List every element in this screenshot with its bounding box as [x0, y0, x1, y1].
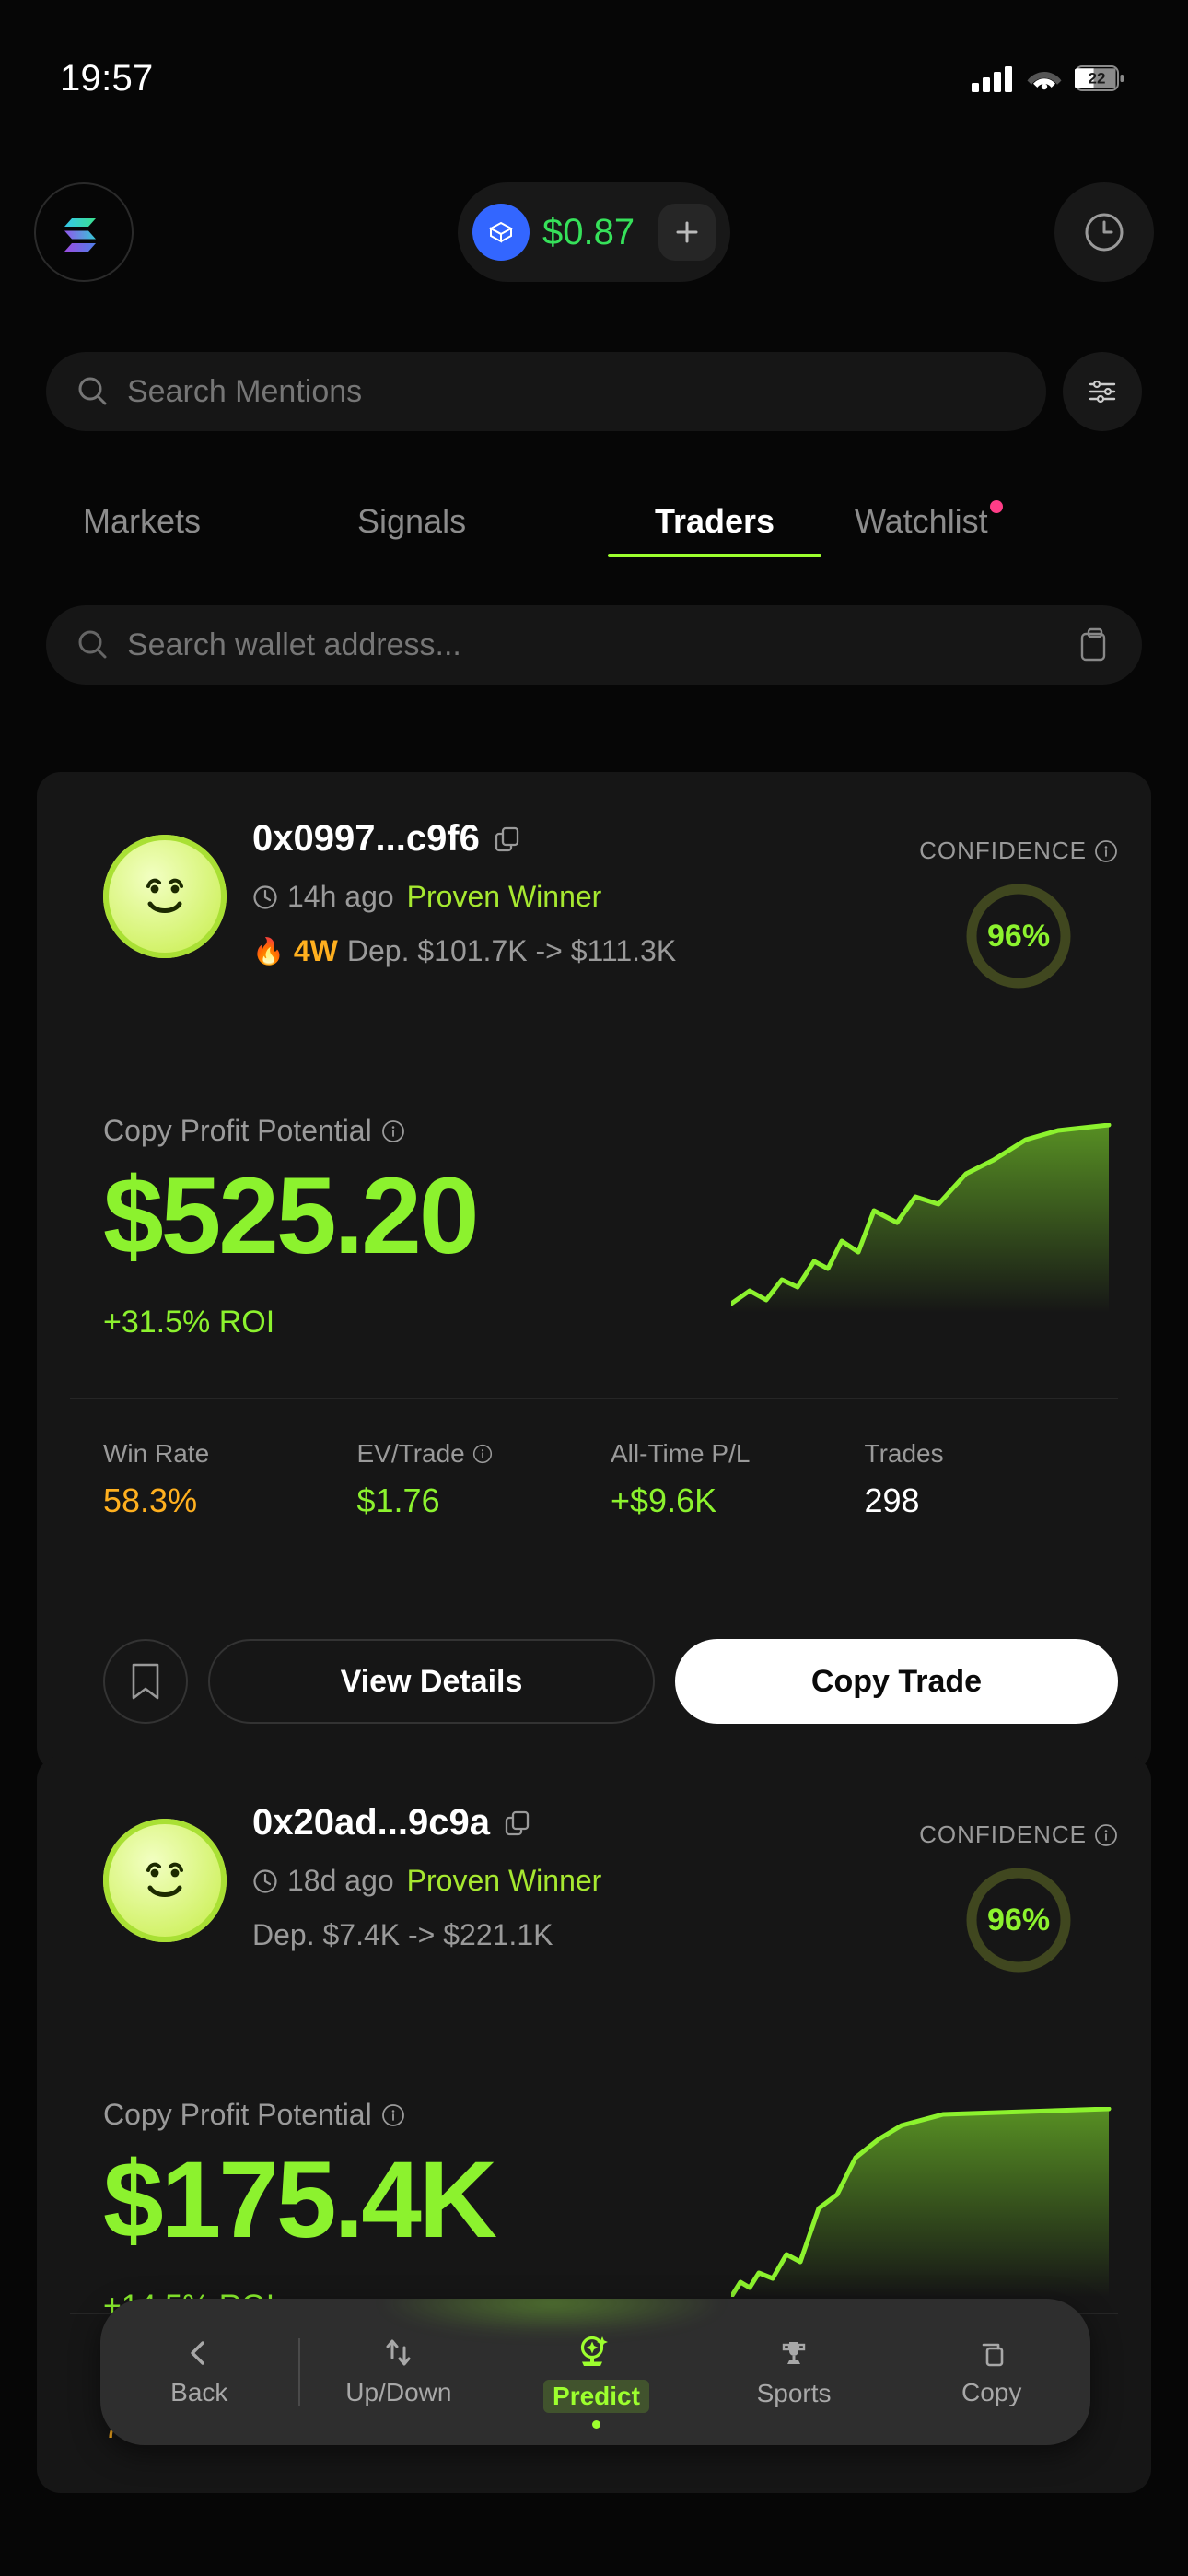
svg-text:22: 22: [1089, 70, 1106, 88]
